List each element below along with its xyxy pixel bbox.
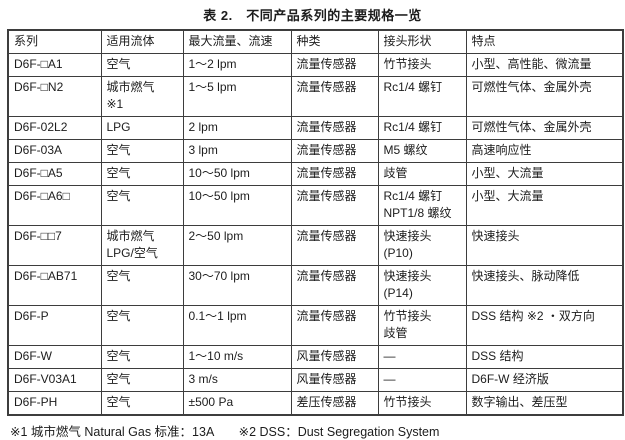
cell-features: 快速接头 <box>465 225 624 266</box>
cell-fluid: LPG <box>100 116 184 140</box>
cell-connection: 快速接头 (P14) <box>377 265 467 306</box>
table-row: D6F-□AB71 空气 30～70 lpm 流量传感器 快速接头 (P14) … <box>7 265 624 306</box>
cell-type: 流量传感器 <box>290 162 379 186</box>
cell-connection: 快速接头 (P10) <box>377 225 467 266</box>
table-row: D6F-P 空气 0.1～1 lpm 流量传感器 竹节接头 歧管 DSS 结构 … <box>7 305 624 346</box>
cell-features: 可燃性气体、金属外壳 <box>465 76 624 117</box>
cell-type: 流量传感器 <box>290 305 379 346</box>
cell-features: DSS 结构 ※2 ・双方向 <box>465 305 624 346</box>
cell-features: D6F-W 经济版 <box>465 368 624 392</box>
cell-series: D6F-03A <box>7 139 102 163</box>
cell-series: D6F-□A1 <box>7 53 102 77</box>
cell-flow: 1～5 lpm <box>182 76 292 117</box>
cell-series: D6F-□A5 <box>7 162 102 186</box>
cell-flow: 0.1～1 lpm <box>182 305 292 346</box>
cell-series: D6F-□□7 <box>7 225 102 266</box>
cell-flow: 3 lpm <box>182 139 292 163</box>
cell-fluid: 空气 <box>100 139 184 163</box>
cell-features: 数字输出、差压型 <box>465 391 624 416</box>
cell-type: 流量传感器 <box>290 185 379 226</box>
cell-fluid: 空气 <box>100 368 184 392</box>
cell-flow: 3 m/s <box>182 368 292 392</box>
cell-features: 小型、高性能、微流量 <box>465 53 624 77</box>
cell-flow: 2 lpm <box>182 116 292 140</box>
cell-connection: Rc1/4 螺钉 <box>377 116 467 140</box>
cell-connection: Rc1/4 螺钉 NPT1/8 螺纹 <box>377 185 467 226</box>
cell-series: D6F-W <box>7 345 102 369</box>
cell-series: D6F-□AB71 <box>7 265 102 306</box>
cell-connection: 竹节接头 歧管 <box>377 305 467 346</box>
cell-type: 流量传感器 <box>290 53 379 77</box>
cell-type: 风量传感器 <box>290 368 379 392</box>
cell-connection: — <box>377 368 467 392</box>
cell-fluid: 空气 <box>100 53 184 77</box>
cell-fluid: 空气 <box>100 345 184 369</box>
cell-fluid: 城市燃气 LPG/空气 <box>100 225 184 266</box>
spec-table: 系列 适用流体 最大流量、流速 种类 接头形状 特点 D6F-□A1 空气 1～… <box>7 29 624 416</box>
header-type: 种类 <box>290 29 379 54</box>
cell-features: 可燃性气体、金属外壳 <box>465 116 624 140</box>
cell-features: 小型、大流量 <box>465 162 624 186</box>
table-row: D6F-W 空气 1～10 m/s 风量传感器 — DSS 结构 <box>7 345 624 369</box>
cell-type: 流量传感器 <box>290 265 379 306</box>
header-features: 特点 <box>465 29 624 54</box>
header-max-flow: 最大流量、流速 <box>182 29 292 54</box>
cell-flow: 30～70 lpm <box>182 265 292 306</box>
cell-features: 小型、大流量 <box>465 185 624 226</box>
cell-fluid: 空气 <box>100 185 184 226</box>
cell-flow: 10～50 lpm <box>182 162 292 186</box>
table-title: 表 2. 不同产品系列的主要规格一览 <box>203 8 422 23</box>
cell-fluid: 空气 <box>100 162 184 186</box>
cell-type: 差压传感器 <box>290 391 379 416</box>
table-row: D6F-□□7 城市燃气 LPG/空气 2～50 lpm 流量传感器 快速接头 … <box>7 225 624 266</box>
cell-flow: 1～2 lpm <box>182 53 292 77</box>
table-row: D6F-□A5 空气 10～50 lpm 流量传感器 歧管 小型、大流量 <box>7 162 624 186</box>
cell-series: D6F-□A6□ <box>7 185 102 226</box>
table-row: D6F-□A6□ 空气 10～50 lpm 流量传感器 Rc1/4 螺钉 NPT… <box>7 185 624 226</box>
cell-flow: ±500 Pa <box>182 391 292 416</box>
cell-features: DSS 结构 <box>465 345 624 369</box>
cell-series: D6F-PH <box>7 391 102 416</box>
cell-fluid: 空气 <box>100 391 184 416</box>
table-row: D6F-□N2 城市燃气 ※1 1～5 lpm 流量传感器 Rc1/4 螺钉 可… <box>7 76 624 117</box>
cell-flow: 1～10 m/s <box>182 345 292 369</box>
cell-connection: 歧管 <box>377 162 467 186</box>
cell-type: 流量传感器 <box>290 139 379 163</box>
cell-features: 快速接头、脉动降低 <box>465 265 624 306</box>
cell-connection: M5 螺纹 <box>377 139 467 163</box>
footnote: ※1 城市燃气 Natural Gas 标准：13A ※2 DSS：Dust S… <box>10 425 440 439</box>
cell-series: D6F-□N2 <box>7 76 102 117</box>
table-row: D6F-03A 空气 3 lpm 流量传感器 M5 螺纹 高速响应性 <box>7 139 624 163</box>
cell-connection: Rc1/4 螺钉 <box>377 76 467 117</box>
cell-connection: 竹节接头 <box>377 391 467 416</box>
table-row: D6F-V03A1 空气 3 m/s 风量传感器 — D6F-W 经济版 <box>7 368 624 392</box>
cell-fluid: 城市燃气 ※1 <box>100 76 184 117</box>
cell-type: 流量传感器 <box>290 225 379 266</box>
cell-type: 流量传感器 <box>290 116 379 140</box>
header-connection: 接头形状 <box>377 29 467 54</box>
cell-fluid: 空气 <box>100 265 184 306</box>
header-series: 系列 <box>7 29 102 54</box>
cell-connection: 竹节接头 <box>377 53 467 77</box>
table-row: D6F-PH 空气 ±500 Pa 差压传感器 竹节接头 数字输出、差压型 <box>7 391 624 416</box>
cell-flow: 2～50 lpm <box>182 225 292 266</box>
cell-fluid: 空气 <box>100 305 184 346</box>
cell-series: D6F-P <box>7 305 102 346</box>
table-row: D6F-□A1 空气 1～2 lpm 流量传感器 竹节接头 小型、高性能、微流量 <box>7 53 624 77</box>
cell-flow: 10～50 lpm <box>182 185 292 226</box>
cell-series: D6F-V03A1 <box>7 368 102 392</box>
cell-type: 风量传感器 <box>290 345 379 369</box>
cell-connection: — <box>377 345 467 369</box>
table-row: D6F-02L2 LPG 2 lpm 流量传感器 Rc1/4 螺钉 可燃性气体、… <box>7 116 624 140</box>
cell-series: D6F-02L2 <box>7 116 102 140</box>
header-fluid: 适用流体 <box>100 29 184 54</box>
cell-features: 高速响应性 <box>465 139 624 163</box>
header-row: 系列 适用流体 最大流量、流速 种类 接头形状 特点 <box>7 29 624 54</box>
cell-type: 流量传感器 <box>290 76 379 117</box>
